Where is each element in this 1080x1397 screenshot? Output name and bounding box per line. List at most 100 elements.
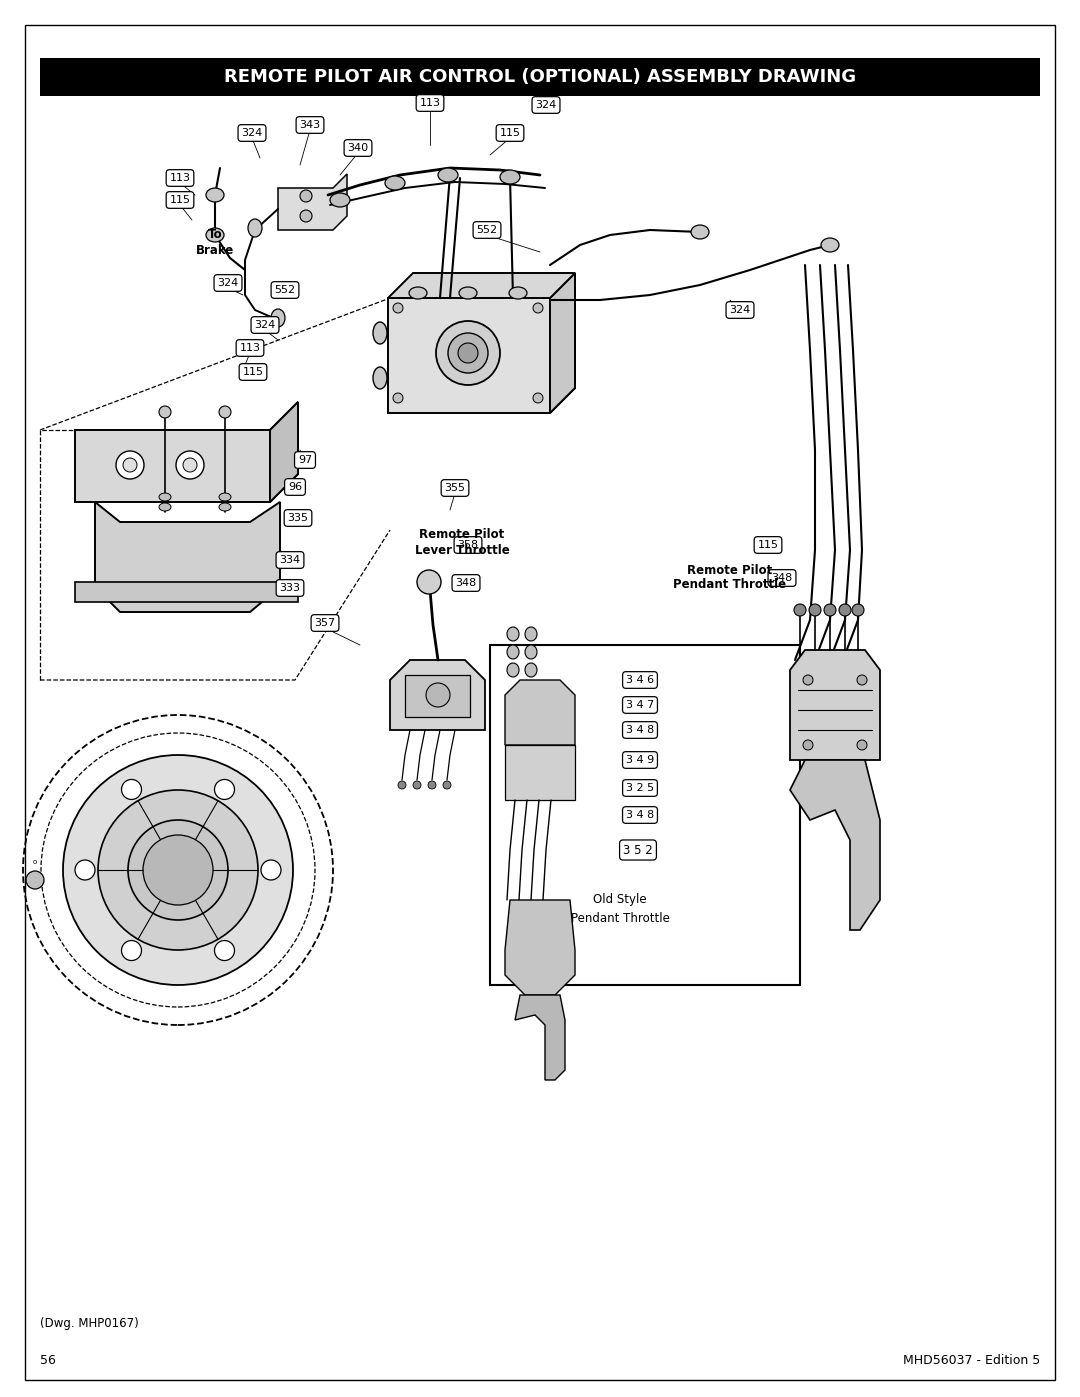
Ellipse shape [525,664,537,678]
Text: 3 2 5: 3 2 5 [626,782,654,793]
Circle shape [839,604,851,616]
Text: 348: 348 [771,573,793,583]
Polygon shape [278,175,347,231]
Text: 3 4 7: 3 4 7 [626,700,654,710]
Circle shape [399,781,406,789]
Circle shape [98,789,258,950]
Polygon shape [505,900,575,995]
Circle shape [215,780,234,799]
Ellipse shape [373,321,387,344]
Ellipse shape [500,170,519,184]
Text: 335: 335 [287,513,309,522]
Circle shape [183,458,197,472]
Bar [405,675,470,717]
Circle shape [436,321,500,386]
Polygon shape [95,502,280,612]
Circle shape [417,570,441,594]
Ellipse shape [525,627,537,641]
Circle shape [443,781,451,789]
Circle shape [143,835,213,905]
Polygon shape [270,402,298,502]
Text: o: o [32,859,37,865]
Text: 324: 324 [217,278,239,288]
Text: 96: 96 [288,482,302,492]
Ellipse shape [507,627,519,641]
Polygon shape [75,402,298,502]
Text: 3 4 8: 3 4 8 [626,810,654,820]
Ellipse shape [271,309,285,327]
Ellipse shape [525,645,537,659]
Text: To: To [207,229,222,242]
Ellipse shape [219,503,231,511]
Text: 56: 56 [40,1354,56,1366]
Text: 348: 348 [456,578,476,588]
Polygon shape [388,272,575,414]
Ellipse shape [509,286,527,299]
Text: 334: 334 [280,555,300,564]
Circle shape [458,344,478,363]
Text: 113: 113 [240,344,260,353]
Circle shape [393,393,403,402]
Circle shape [428,781,436,789]
Circle shape [176,451,204,479]
Text: MHD56037 - Edition 5: MHD56037 - Edition 5 [903,1354,1040,1366]
Text: 552: 552 [476,225,498,235]
Text: 357: 357 [314,617,336,629]
Text: Pendant Throttle: Pendant Throttle [570,911,670,925]
Text: Lever Throttle: Lever Throttle [415,543,510,556]
Text: 113: 113 [419,98,441,108]
Ellipse shape [409,286,427,299]
Text: 324: 324 [241,129,262,138]
Text: 3 4 8: 3 4 8 [626,725,654,735]
Circle shape [534,303,543,313]
Circle shape [26,870,44,888]
Circle shape [534,393,543,402]
Circle shape [413,781,421,789]
Text: Remote Pilot: Remote Pilot [419,528,504,542]
Polygon shape [505,680,575,745]
Circle shape [123,458,137,472]
Ellipse shape [507,664,519,678]
Text: Brake: Brake [195,243,234,257]
Bar [490,645,800,985]
Circle shape [393,303,403,313]
Polygon shape [390,659,485,731]
Ellipse shape [206,228,224,242]
Circle shape [852,604,864,616]
Circle shape [159,407,171,418]
Polygon shape [505,745,575,800]
Text: REMOTE PILOT AIR CONTROL (OPTIONAL) ASSEMBLY DRAWING: REMOTE PILOT AIR CONTROL (OPTIONAL) ASSE… [224,68,856,87]
Text: 3 4 9: 3 4 9 [626,754,654,766]
Circle shape [261,861,281,880]
Polygon shape [550,272,575,414]
Polygon shape [789,650,880,760]
Circle shape [858,740,867,750]
Text: 115: 115 [757,541,779,550]
Circle shape [129,820,228,921]
Circle shape [858,675,867,685]
Text: 324: 324 [536,101,556,110]
Text: Old Style: Old Style [593,894,647,907]
Circle shape [448,332,488,373]
Polygon shape [75,583,298,602]
Circle shape [121,780,141,799]
Circle shape [809,604,821,616]
Ellipse shape [821,237,839,251]
Text: 552: 552 [274,285,296,295]
Ellipse shape [248,219,262,237]
Circle shape [215,940,234,961]
Polygon shape [789,760,880,930]
Polygon shape [388,272,575,298]
Text: 115: 115 [243,367,264,377]
Ellipse shape [159,503,171,511]
Ellipse shape [691,225,708,239]
Text: 358: 358 [458,541,478,550]
Polygon shape [515,995,565,1080]
Text: (Dwg. MHP0167): (Dwg. MHP0167) [40,1316,138,1330]
Text: 3 4 6: 3 4 6 [626,675,654,685]
Bar [40,59,1040,96]
Text: Remote Pilot: Remote Pilot [687,563,772,577]
Circle shape [804,740,813,750]
Text: 3 5 2: 3 5 2 [623,844,653,856]
Text: 324: 324 [255,320,275,330]
